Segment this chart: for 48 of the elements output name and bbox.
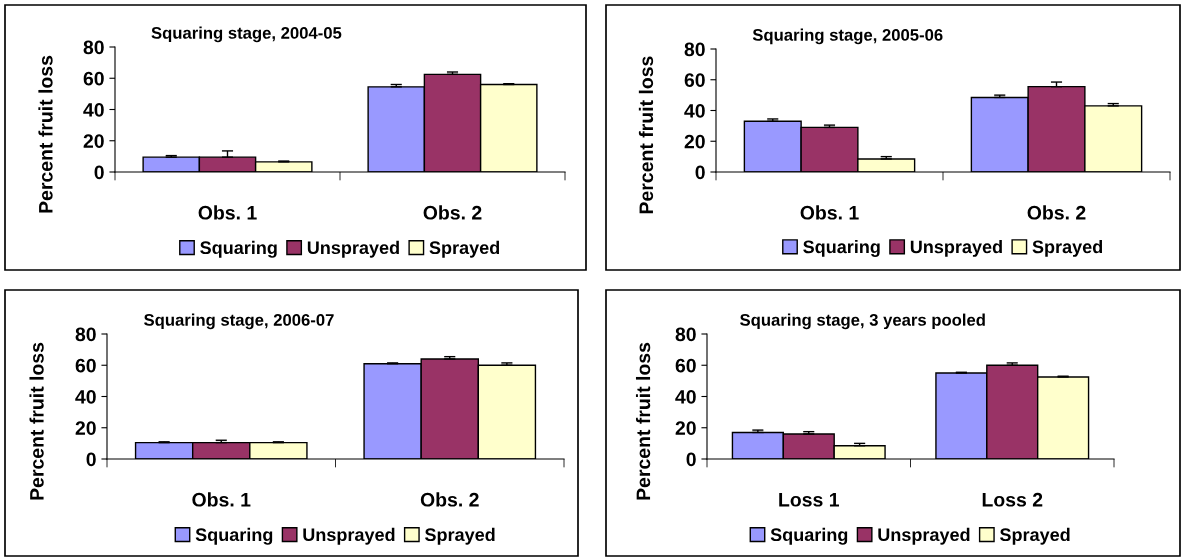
legend-label: Unsprayed <box>307 240 399 258</box>
y-tick-label: 20 <box>675 421 696 435</box>
legend-label: Squaring <box>770 527 848 545</box>
y-tick-label: 0 <box>695 165 705 180</box>
y-tick-label: 60 <box>684 73 705 87</box>
legend-label: Unsprayed <box>878 527 970 545</box>
y-tick-label: 0 <box>686 452 696 467</box>
y-tick-label: 80 <box>675 327 696 342</box>
y-tick-label: 40 <box>75 389 96 404</box>
x-tick-label: Obs. 1 <box>198 205 257 220</box>
chart-title: Squaring stage, 2004-05 <box>151 26 342 43</box>
legend-label: Unsprayed <box>303 527 395 545</box>
chart-title: Squaring stage, 2005-06 <box>752 28 943 45</box>
y-tick-label: 60 <box>675 358 696 373</box>
y-axis-title: Percent fruit loss <box>635 342 651 500</box>
y-tick-label: 40 <box>675 389 696 404</box>
y-tick-label: 0 <box>86 452 96 467</box>
x-tick-label: Obs. 2 <box>420 492 479 507</box>
x-tick-label: Obs. 1 <box>192 492 251 507</box>
y-tick-label: 40 <box>684 103 705 118</box>
legend-label: Squaring <box>195 527 273 545</box>
y-tick-label: 60 <box>83 71 104 86</box>
chart-title: Squaring stage, 3 years pooled <box>740 313 985 330</box>
legend-label: Squaring <box>803 240 880 257</box>
y-tick-label: 60 <box>75 358 96 373</box>
chart-title: Squaring stage, 2006-07 <box>144 313 334 330</box>
y-axis-title: Percent fruit loss <box>29 342 44 500</box>
x-tick-label: Obs. 2 <box>423 205 482 220</box>
y-tick-label: 40 <box>83 102 104 117</box>
x-tick-label: Obs. 2 <box>1027 205 1086 220</box>
x-tick-label: Obs. 1 <box>800 205 859 220</box>
legend-label: Sprayed <box>429 240 500 258</box>
legend-label: Sprayed <box>1032 240 1103 257</box>
legend-label: Squaring <box>200 240 277 258</box>
y-axis-title: Percent fruit loss <box>638 56 654 214</box>
y-tick-label: 20 <box>75 421 96 435</box>
legend-label: Sprayed <box>999 527 1070 545</box>
y-tick-label: 80 <box>83 40 104 55</box>
legend-label: Unsprayed <box>910 240 1002 257</box>
x-tick-label: Loss 2 <box>982 492 1043 507</box>
x-tick-label: Loss 1 <box>779 493 840 507</box>
y-tick-label: 80 <box>684 42 705 57</box>
y-tick-label: 80 <box>75 327 96 342</box>
legend-label: Sprayed <box>424 527 495 545</box>
y-axis-title: Percent fruit loss <box>38 55 53 213</box>
y-tick-label: 20 <box>83 134 104 148</box>
y-tick-label: 0 <box>94 165 104 180</box>
y-tick-label: 20 <box>684 134 705 149</box>
